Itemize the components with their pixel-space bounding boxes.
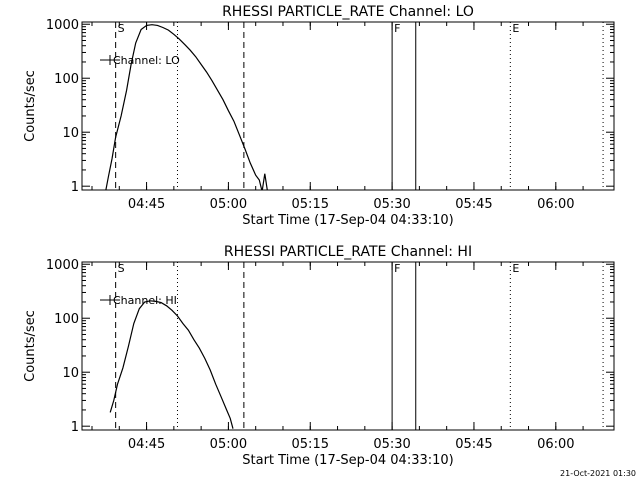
legend-label: Channel: LO bbox=[113, 54, 180, 67]
event-marker-label: F bbox=[394, 262, 400, 275]
timestamp-label: 21-Oct-2021 01:30 bbox=[560, 469, 636, 478]
y-tick-label: 1 bbox=[71, 180, 79, 195]
x-tick-label: 06:00 bbox=[537, 437, 574, 452]
x-tick-label: 05:00 bbox=[210, 197, 247, 212]
y-tick-label: 1000 bbox=[46, 258, 79, 273]
event-marker-label: S bbox=[118, 262, 125, 275]
x-tick-label: 04:45 bbox=[128, 197, 165, 212]
event-marker-label: E bbox=[512, 22, 519, 35]
x-tick-label: 05:15 bbox=[292, 437, 329, 452]
y-axis-label: Counts/sec bbox=[23, 310, 38, 382]
x-axis-label: Start Time (17-Sep-04 04:33:10) bbox=[242, 213, 453, 228]
chart-panel-2: RHESSI PARTICLE_RATE Channel: HI Counts/s… bbox=[23, 244, 615, 468]
data-series-line bbox=[109, 300, 234, 429]
y-axis-label: Counts/sec bbox=[23, 70, 38, 142]
chart-panel-1: RHESSI PARTICLE_RATE Channel: LO Counts/s… bbox=[23, 4, 615, 228]
y-tick-label: 10 bbox=[62, 366, 79, 381]
data-series-line bbox=[105, 24, 268, 190]
x-tick-label: 05:00 bbox=[210, 437, 247, 452]
y-tick-label: 100 bbox=[54, 312, 79, 327]
legend-label: Channel: HI bbox=[113, 294, 177, 307]
event-marker-label: F bbox=[394, 22, 400, 35]
plot-frame bbox=[81, 21, 615, 191]
x-tick-label: 05:30 bbox=[373, 197, 410, 212]
x-tick-label: 05:30 bbox=[373, 437, 410, 452]
plot-frame bbox=[81, 261, 615, 431]
event-marker-label: E bbox=[512, 262, 519, 275]
event-marker-label: S bbox=[118, 22, 125, 35]
y-tick-label: 10 bbox=[62, 126, 79, 141]
chart-title: RHESSI PARTICLE_RATE Channel: LO bbox=[222, 4, 474, 20]
x-tick-label: 05:15 bbox=[292, 197, 329, 212]
x-tick-label: 06:00 bbox=[537, 197, 574, 212]
y-tick-label: 1000 bbox=[46, 18, 79, 33]
x-tick-label: 05:45 bbox=[455, 437, 492, 452]
y-tick-label: 100 bbox=[54, 72, 79, 87]
x-tick-label: 04:45 bbox=[128, 437, 165, 452]
x-tick-label: 05:45 bbox=[455, 197, 492, 212]
x-axis-label: Start Time (17-Sep-04 04:33:10) bbox=[242, 453, 453, 468]
y-tick-label: 1 bbox=[71, 420, 79, 435]
chart-title: RHESSI PARTICLE_RATE Channel: HI bbox=[224, 244, 472, 260]
